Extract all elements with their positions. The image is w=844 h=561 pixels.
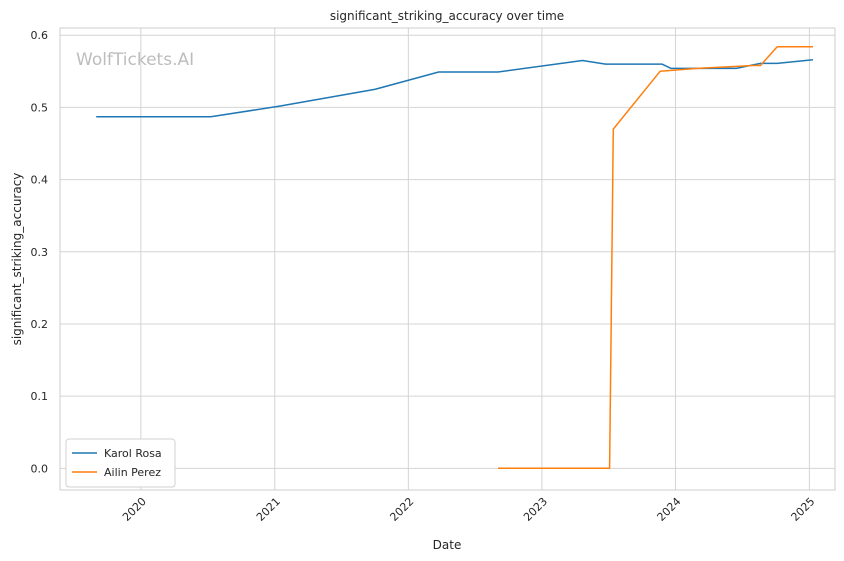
chart-title: significant_striking_accuracy over time xyxy=(330,9,564,23)
y-tick-label: 0.6 xyxy=(31,29,49,42)
y-axis-ticks: 0.0 0.1 0.2 0.3 0.4 0.5 0.6 xyxy=(31,29,49,475)
y-tick-label: 0.1 xyxy=(31,390,49,403)
y-axis-label: significant_striking_accuracy xyxy=(10,173,24,346)
x-tick-label: 2023 xyxy=(521,495,550,524)
series-lines xyxy=(96,46,814,470)
x-tick-label: 2020 xyxy=(120,495,149,524)
legend-frame xyxy=(65,438,176,488)
series-line-karol-rosa xyxy=(96,59,814,118)
y-tick-label: 0.0 xyxy=(31,462,49,475)
watermark: WolfTickets.AI xyxy=(76,50,194,70)
y-tick-label: 0.3 xyxy=(31,246,49,259)
x-tick-label: 2021 xyxy=(254,495,283,524)
grid xyxy=(60,28,835,490)
series-line-ailin-perez xyxy=(498,46,813,470)
x-tick-label: 2024 xyxy=(655,495,684,524)
x-tick-label: 2022 xyxy=(387,495,416,524)
legend: Karol Rosa Ailin Perez xyxy=(65,438,176,488)
x-axis-label: Date xyxy=(433,538,462,552)
x-tick-label: 2025 xyxy=(789,495,818,524)
legend-label: Karol Rosa xyxy=(104,447,162,460)
x-axis-ticks: 2020 2021 2022 2023 2024 2025 xyxy=(120,495,818,524)
y-tick-label: 0.5 xyxy=(31,101,49,114)
y-tick-label: 0.2 xyxy=(31,318,49,331)
legend-label: Ailin Perez xyxy=(104,466,161,479)
plot-frame xyxy=(59,27,836,491)
y-tick-label: 0.4 xyxy=(31,174,49,187)
